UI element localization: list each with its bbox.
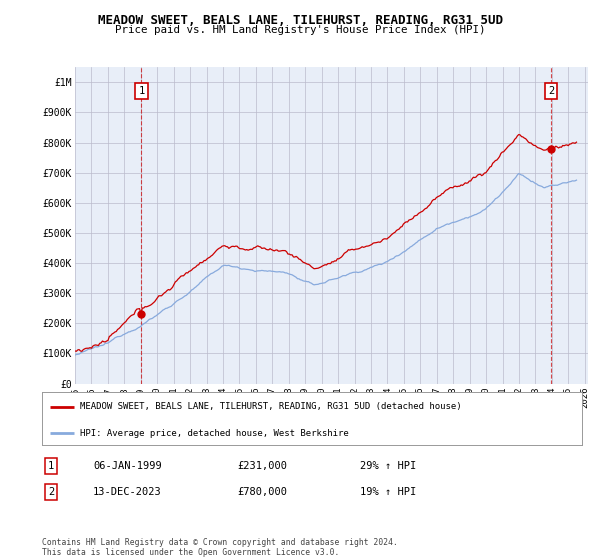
Text: HPI: Average price, detached house, West Berkshire: HPI: Average price, detached house, West… (80, 429, 349, 438)
Text: Contains HM Land Registry data © Crown copyright and database right 2024.
This d: Contains HM Land Registry data © Crown c… (42, 538, 398, 557)
Text: 2: 2 (548, 86, 554, 96)
Text: 1: 1 (48, 461, 54, 471)
Text: 29% ↑ HPI: 29% ↑ HPI (360, 461, 416, 471)
Text: 13-DEC-2023: 13-DEC-2023 (93, 487, 162, 497)
Text: 06-JAN-1999: 06-JAN-1999 (93, 461, 162, 471)
Text: MEADOW SWEET, BEALS LANE, TILEHURST, READING, RG31 5UD (detached house): MEADOW SWEET, BEALS LANE, TILEHURST, REA… (80, 403, 461, 412)
Text: 1: 1 (139, 86, 145, 96)
Text: MEADOW SWEET, BEALS LANE, TILEHURST, READING, RG31 5UD: MEADOW SWEET, BEALS LANE, TILEHURST, REA… (97, 14, 503, 27)
Text: 19% ↑ HPI: 19% ↑ HPI (360, 487, 416, 497)
Text: 2: 2 (48, 487, 54, 497)
Text: £231,000: £231,000 (237, 461, 287, 471)
Text: Price paid vs. HM Land Registry's House Price Index (HPI): Price paid vs. HM Land Registry's House … (115, 25, 485, 35)
Text: £780,000: £780,000 (237, 487, 287, 497)
